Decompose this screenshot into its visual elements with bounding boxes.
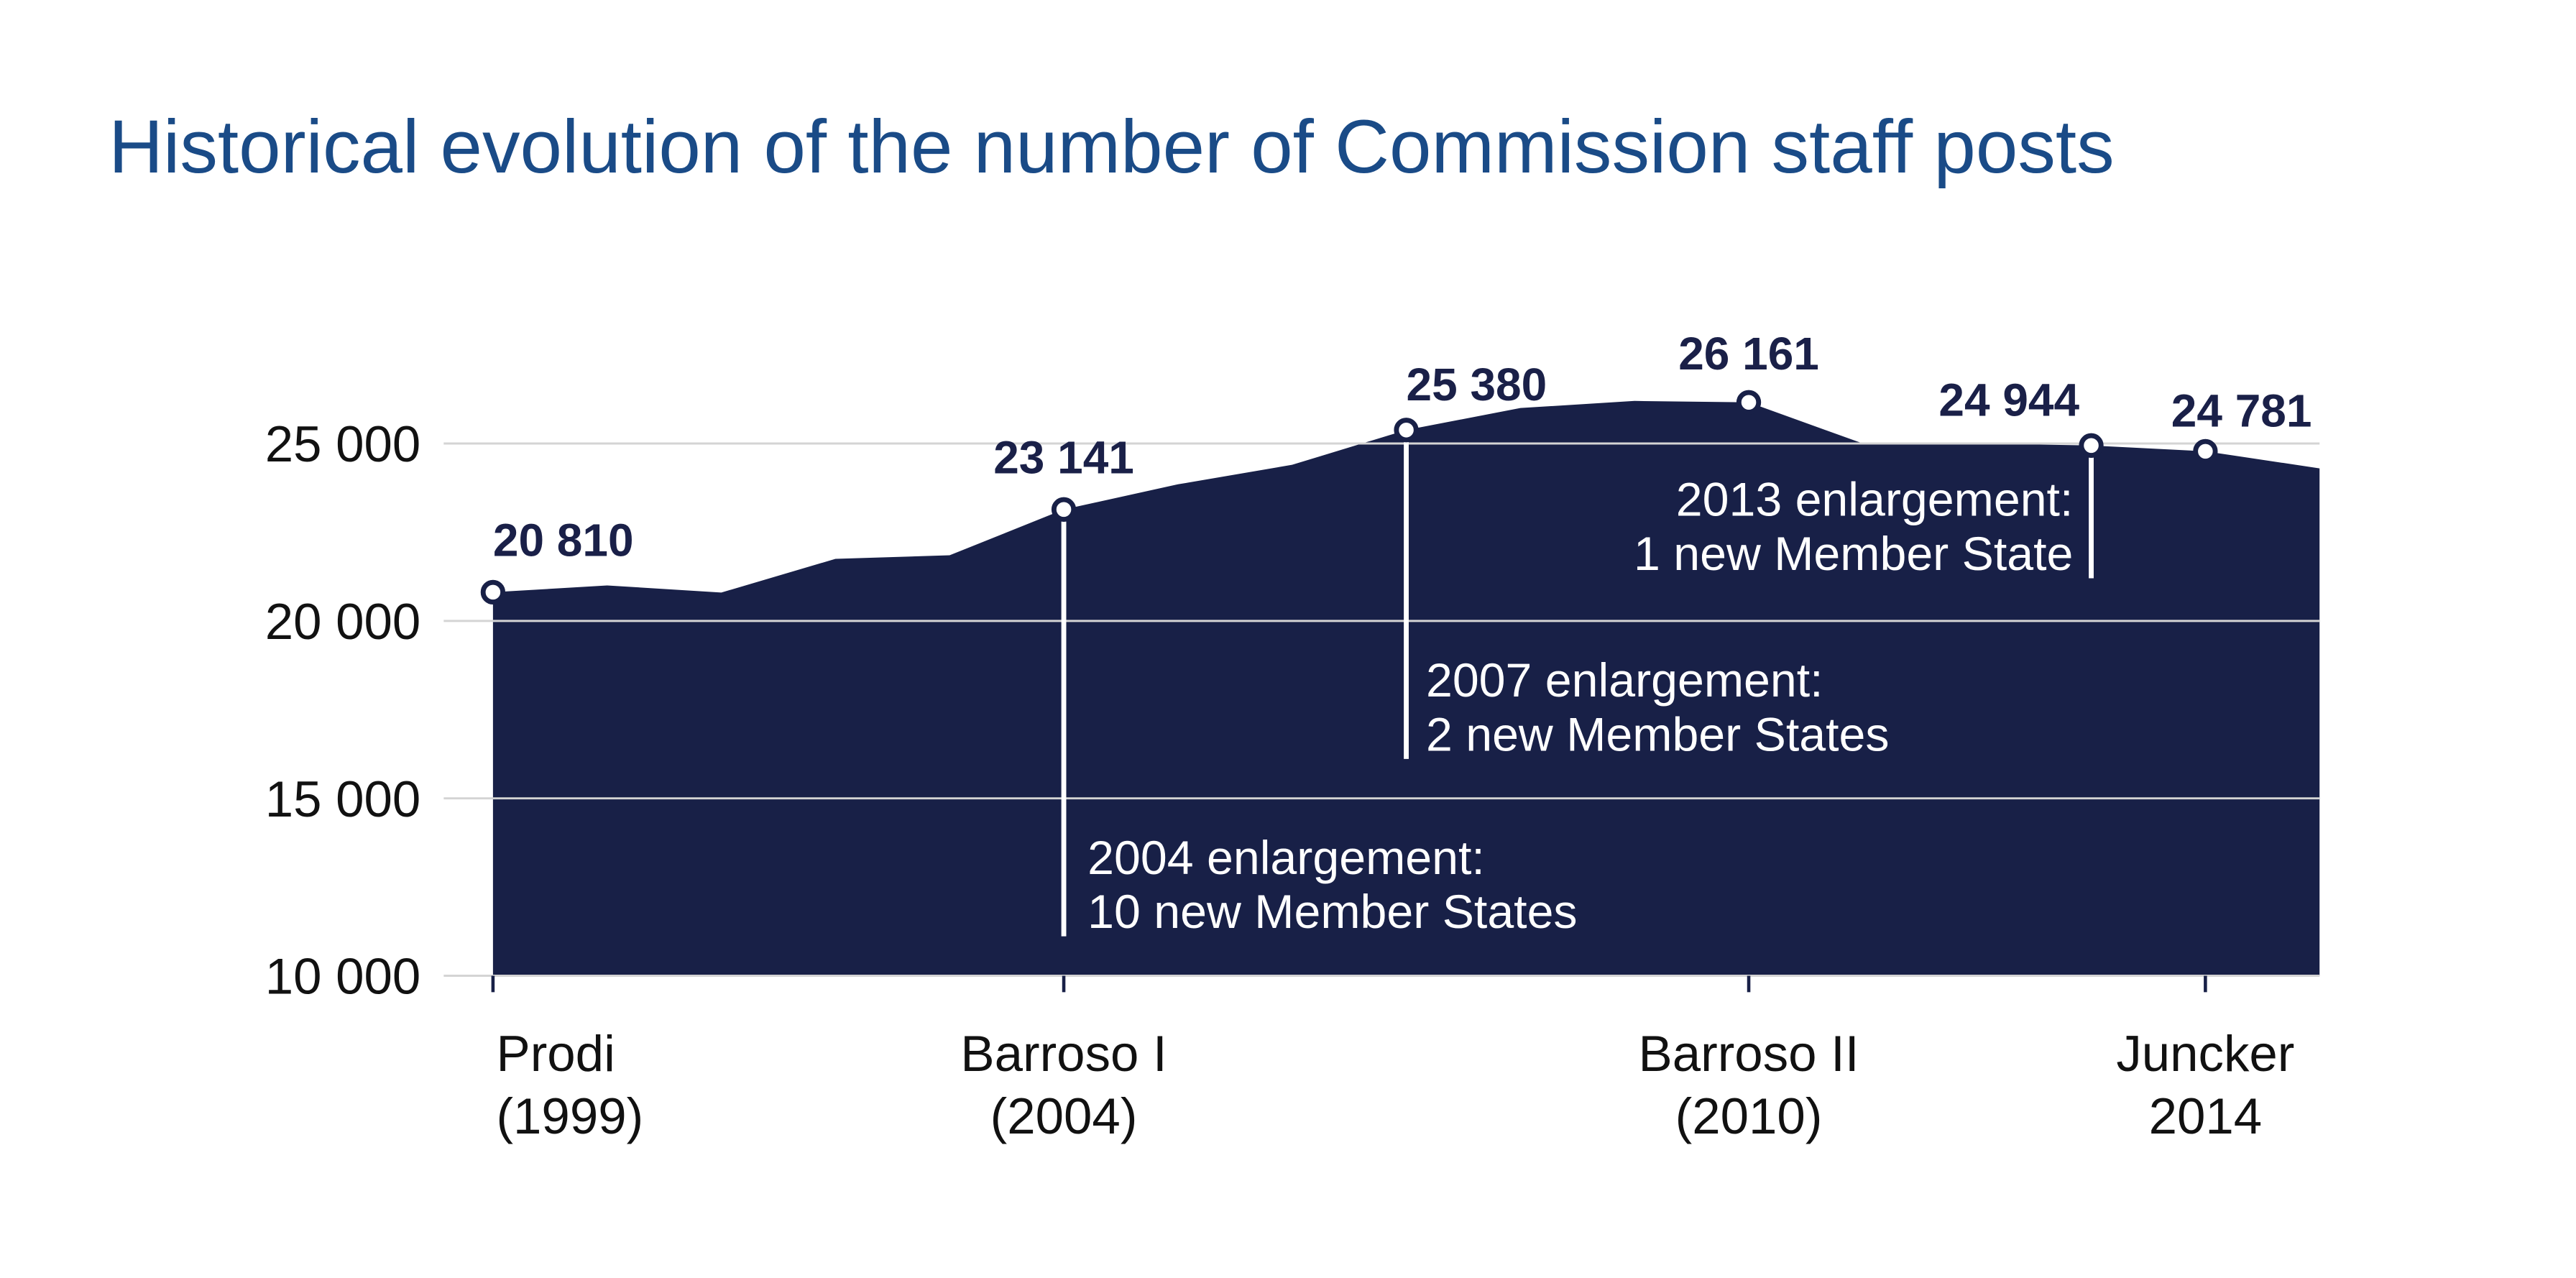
y-tick-label: 15 000: [265, 771, 421, 828]
annotation-detail: 2 new Member States: [1426, 708, 1890, 761]
data-label: 23 141: [993, 432, 1134, 484]
x-category-year: (2010): [1675, 1088, 1823, 1145]
data-point-marker: [1394, 418, 1419, 443]
x-category-year: (1999): [496, 1088, 643, 1145]
x-category-name: Prodi: [496, 1026, 615, 1082]
data-point-marker: [480, 579, 506, 605]
data-point-marker: [2079, 433, 2104, 458]
data-point-marker: [2193, 438, 2218, 464]
data-point-marker: [1051, 497, 1077, 522]
y-tick-label: 20 000: [265, 594, 421, 651]
annotation-title: 2004 enlargement:: [1087, 832, 1485, 885]
x-category-name: Juncker: [2116, 1026, 2294, 1082]
x-category-name: Barroso I: [960, 1026, 1167, 1082]
x-category-year: 2014: [2149, 1088, 2263, 1145]
annotation-detail: 10 new Member States: [1087, 886, 1577, 939]
data-label: 25 380: [1407, 359, 1547, 410]
annotation-detail: 1 new Member State: [1634, 528, 2073, 581]
y-tick-label: 10 000: [265, 949, 421, 1006]
chart-title: Historical evolution of the number of Co…: [109, 105, 2115, 189]
x-category-name: Barroso II: [1639, 1026, 1859, 1082]
y-tick-label: 25 000: [265, 416, 421, 473]
data-label: 24 781: [2171, 385, 2312, 437]
annotation-title: 2013 enlargement:: [1676, 474, 2074, 527]
annotation-title: 2007 enlargement:: [1426, 654, 1823, 707]
data-point-marker: [1736, 390, 1762, 415]
data-label: 24 944: [1938, 374, 2079, 426]
x-category-year: (2004): [990, 1088, 1138, 1145]
data-label: 20 810: [493, 515, 634, 566]
data-label: 26 161: [1678, 328, 1819, 380]
